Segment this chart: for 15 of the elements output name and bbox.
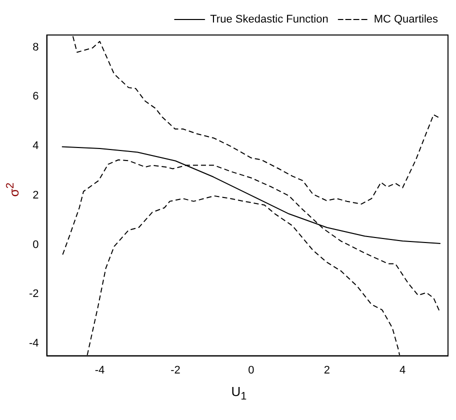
x-tick-label: 4 xyxy=(400,364,406,376)
y-tick-label: 6 xyxy=(32,90,39,103)
y-tick-label: 2 xyxy=(32,189,39,202)
y-tick-label: 8 xyxy=(32,41,39,54)
legend-label: True Skedastic Function xyxy=(210,14,328,26)
x-axis-title: U$_{1}$ xyxy=(230,384,248,403)
x-tick-label: 2 xyxy=(324,364,330,376)
x-tick-label: 0 xyxy=(248,364,254,376)
x-tick-label: -4 xyxy=(94,364,105,376)
y-tick-label: 4 xyxy=(32,140,39,152)
y-tick-label: 0 xyxy=(32,238,39,251)
x-tick-label: -2 xyxy=(170,364,180,376)
legend-label: MC Quartiles xyxy=(374,14,438,26)
y-tick-label: -2 xyxy=(29,288,39,300)
y-tick-label: -4 xyxy=(29,337,39,350)
